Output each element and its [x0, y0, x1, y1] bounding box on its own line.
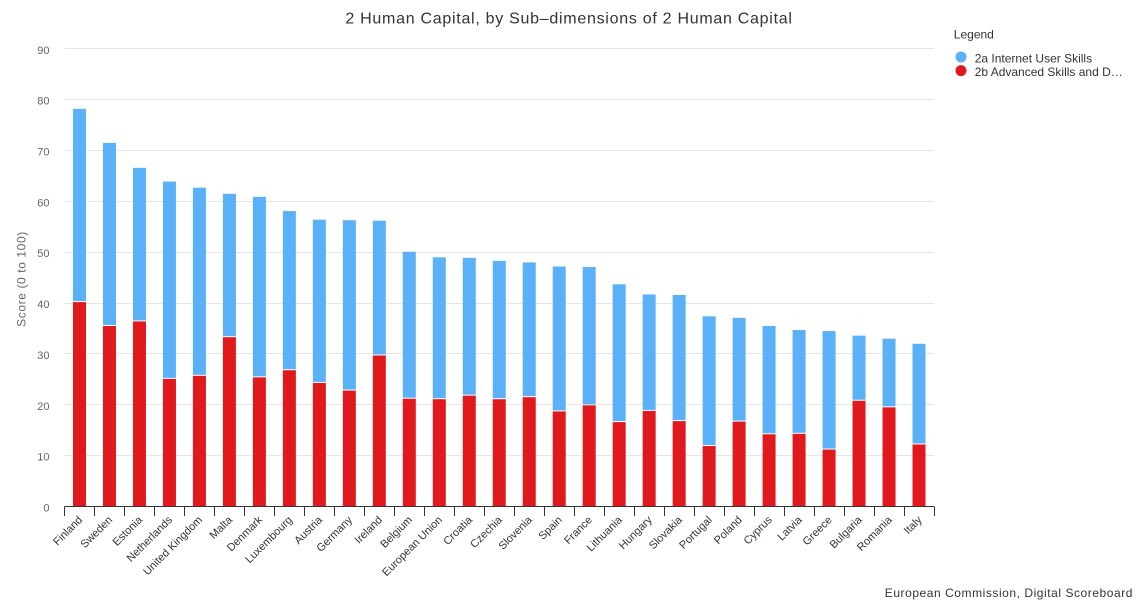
svg-text:70: 70	[37, 147, 49, 159]
svg-text:0: 0	[43, 503, 49, 515]
svg-text:10: 10	[37, 452, 49, 464]
svg-text:Score (0 to 100): Score (0 to 100)	[15, 231, 29, 327]
svg-text:European Commission, Digital S: European Commission, Digital Scoreboard	[885, 586, 1133, 600]
svg-text:80: 80	[37, 96, 49, 108]
svg-text:2b Advanced Skills and D…: 2b Advanced Skills and D…	[975, 65, 1123, 79]
svg-text:90: 90	[37, 45, 49, 57]
svg-text:50: 50	[37, 248, 49, 260]
svg-text:60: 60	[37, 197, 49, 209]
svg-text:Legend: Legend	[954, 28, 994, 42]
svg-text:2a Internet User Skills: 2a Internet User Skills	[975, 51, 1092, 65]
svg-text:30: 30	[37, 350, 49, 362]
svg-text:20: 20	[37, 401, 49, 413]
svg-text:40: 40	[37, 299, 49, 311]
svg-text:2 Human Capital, by Sub–dimens: 2 Human Capital, by Sub–dimensions of 2 …	[345, 11, 792, 28]
